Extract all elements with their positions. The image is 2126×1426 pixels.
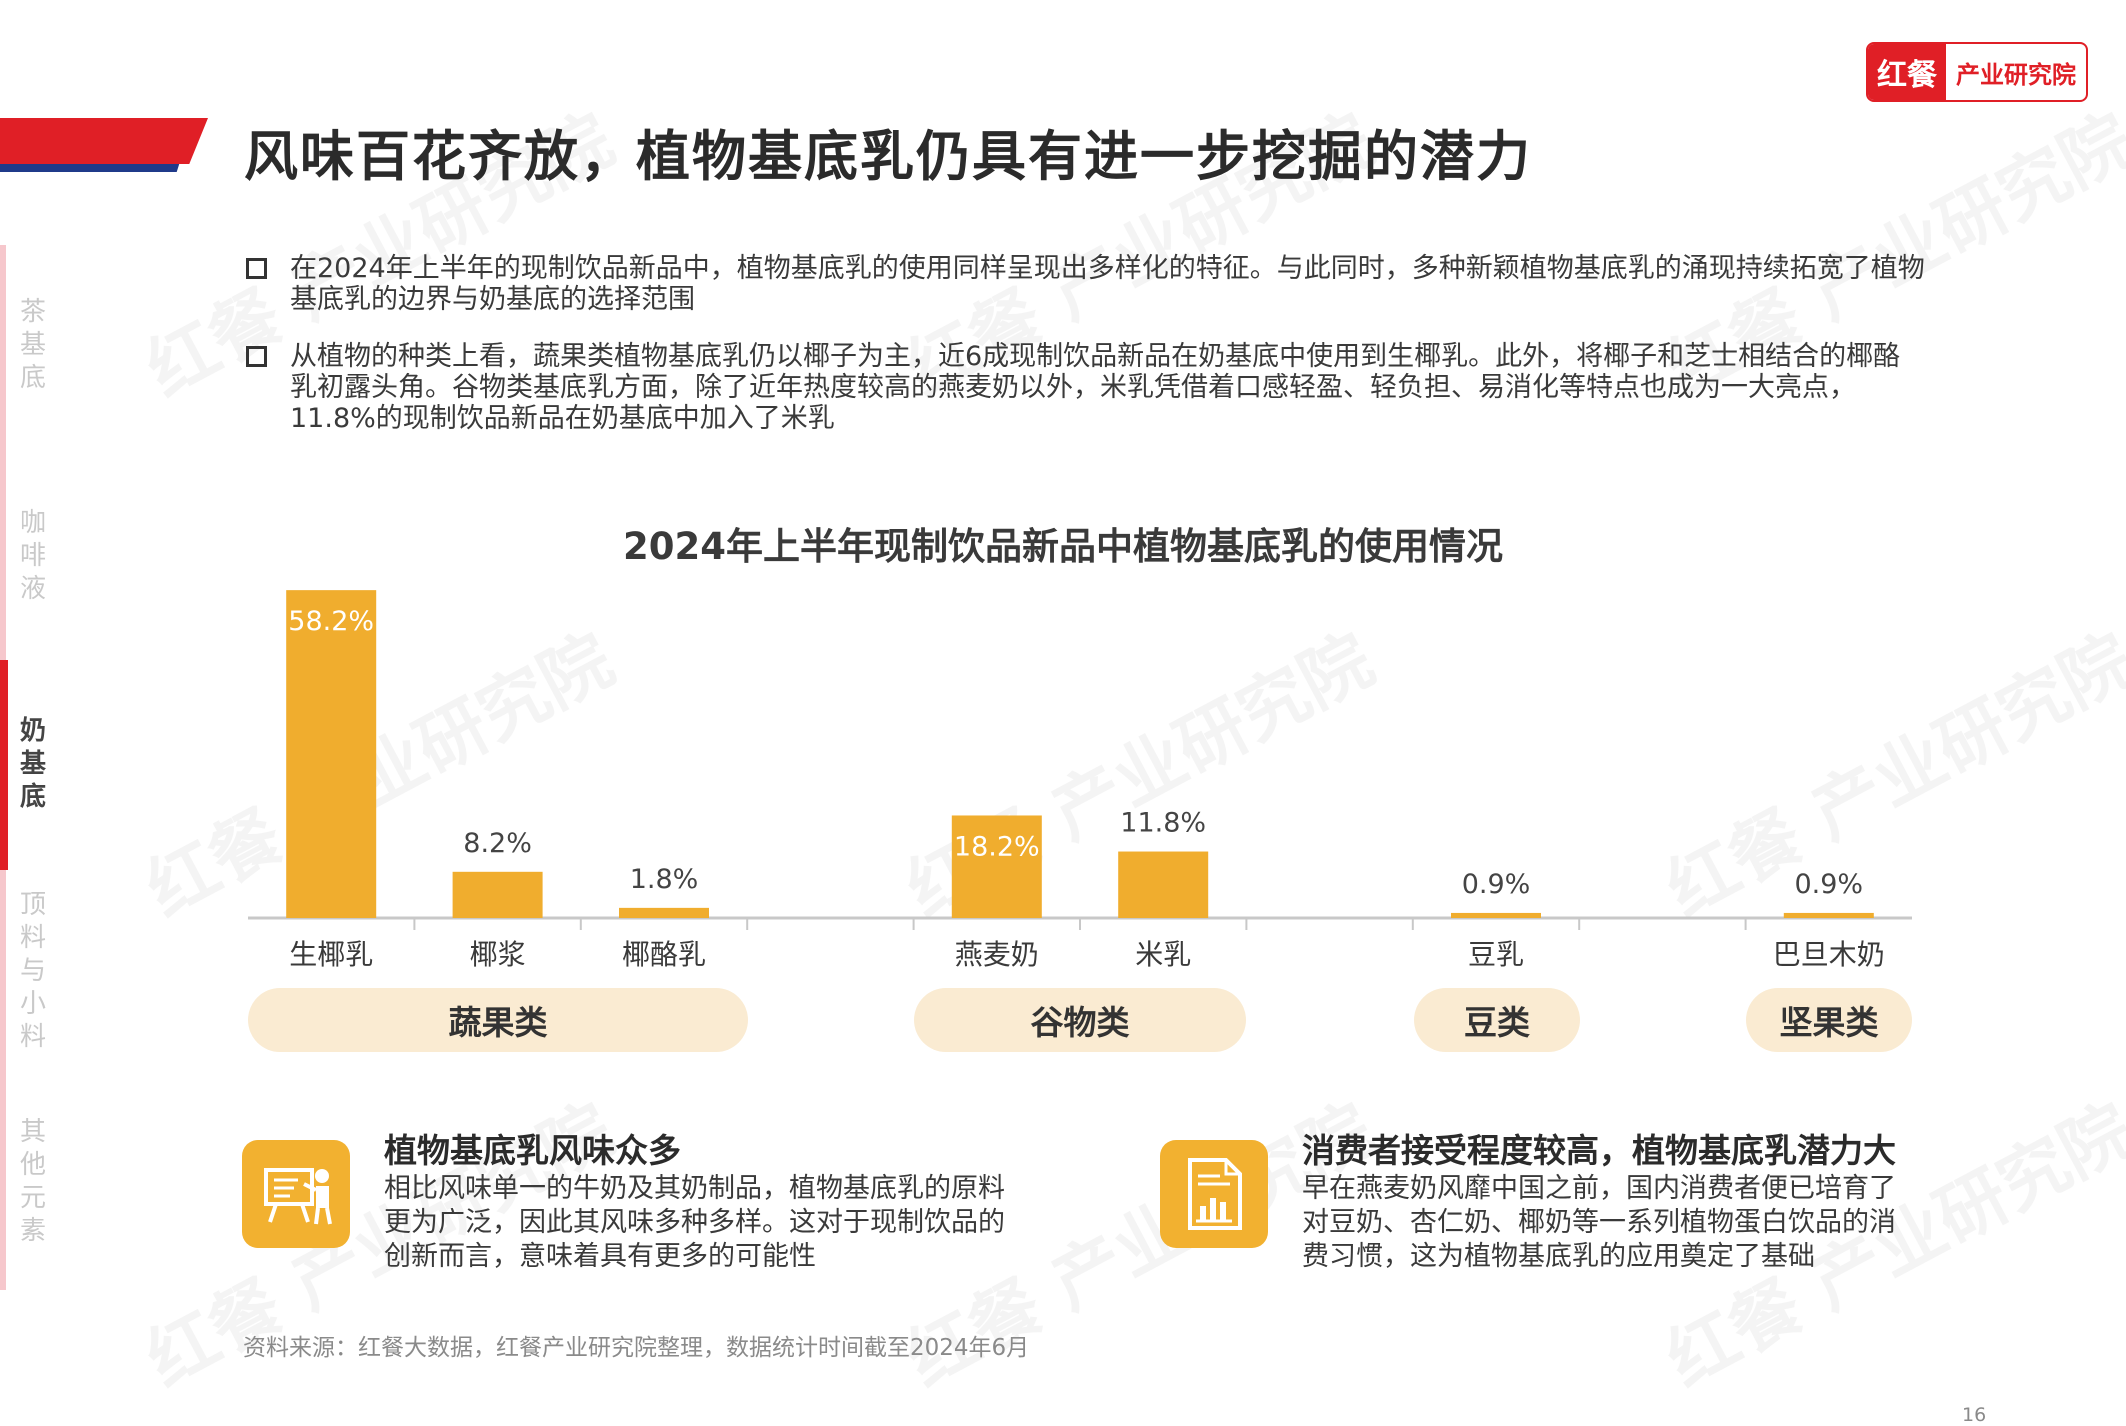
category-label: 米乳 <box>1135 938 1191 971</box>
insight-title: 消费者接受程度较高，植物基底乳潜力大 <box>1302 1131 1896 1170</box>
group-label-bean: 豆类 <box>1414 988 1580 1052</box>
insight-text: 相比风味单一的牛奶及其奶制品，植物基底乳的原料更为广泛，因此其风味多种多样。这对… <box>384 1173 1005 1272</box>
data-label: 18.2% <box>954 831 1040 862</box>
data-label: 58.2% <box>288 606 374 637</box>
category-label: 椰浆 <box>470 938 526 971</box>
bar <box>286 590 377 918</box>
brand-logo: 红餐 产业研究院 <box>1866 42 2088 102</box>
category-label: 椰酪乳 <box>622 938 706 971</box>
logo-mark: 红餐 <box>1868 44 1946 100</box>
data-label: 1.8% <box>630 864 699 895</box>
bullet-text: 从植物的种类上看，蔬果类植物基底乳仍以椰子为主，近6成现制饮品新品在奶基底中使用… <box>290 341 1901 434</box>
data-label: 0.9% <box>1794 869 1863 900</box>
group-label-nut: 坚果类 <box>1746 988 1912 1052</box>
report-chart-icon <box>1160 1140 1268 1248</box>
header-accent-red <box>0 118 208 164</box>
bullet-marker <box>246 258 267 279</box>
bullet-marker <box>246 346 267 367</box>
data-label: 8.2% <box>463 828 532 859</box>
sidebar-item-milk-base[interactable]: 奶基底 <box>19 716 46 812</box>
source-note: 资料来源：红餐大数据，红餐产业研究院整理，数据统计时间截至2024年6月 <box>243 1335 1030 1361</box>
category-label: 巴旦木奶 <box>1773 938 1885 971</box>
sidebar-item-tea-base[interactable]: 茶基底 <box>19 297 46 393</box>
page-title: 风味百花齐放，植物基底乳仍具有进一步挖掘的潜力 <box>244 125 1532 188</box>
bar <box>1783 912 1874 918</box>
data-label: 0.9% <box>1462 869 1531 900</box>
category-label: 燕麦奶 <box>955 938 1039 971</box>
bar <box>1118 851 1209 918</box>
category-label: 豆乳 <box>1468 938 1524 971</box>
chart-title: 2024年上半年现制饮品新品中植物基底乳的使用情况 <box>623 525 1503 568</box>
insight-text: 早在燕麦奶风靡中国之前，国内消费者便已培育了对豆奶、杏仁奶、椰奶等一系列植物蛋白… <box>1302 1173 1896 1272</box>
sidebar-active-indicator <box>0 660 8 870</box>
bar <box>619 907 709 918</box>
logo-text: 产业研究院 <box>1956 60 2076 89</box>
bar <box>1451 912 1541 918</box>
page-number: 16 <box>1962 1404 1987 1426</box>
insight-title: 植物基底乳风味众多 <box>384 1131 681 1170</box>
bar-chart: 58.2% 生椰乳 8.2% 椰浆 1.8% 椰酪乳 18.2% 燕麦奶 11.8% 米乳 0.9%… <box>248 590 1912 971</box>
sidebar-item-other[interactable]: 其他元素 <box>19 1117 46 1246</box>
sidebar-item-toppings[interactable]: 顶料与小料 <box>19 890 46 1052</box>
data-label: 11.8% <box>1120 808 1206 839</box>
group-label-grain: 谷物类 <box>914 988 1246 1052</box>
bar <box>452 871 543 918</box>
group-label-vegetable-fruit: 蔬果类 <box>248 988 748 1052</box>
category-label: 生椰乳 <box>289 938 373 971</box>
bullet-text: 在2024年上半年的现制饮品新品中，植物基底乳的使用同样呈现出多样化的特征。与此… <box>290 253 1925 315</box>
bar <box>951 815 1042 918</box>
presentation-icon <box>242 1140 350 1248</box>
sidebar-item-coffee[interactable]: 咖啡液 <box>19 508 46 604</box>
